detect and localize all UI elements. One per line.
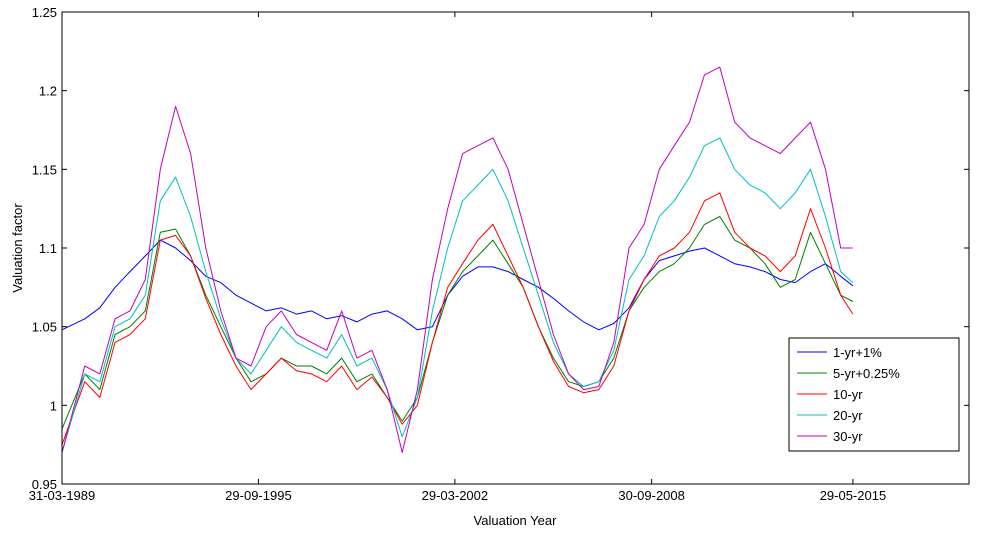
y-tick-label: 1 bbox=[50, 398, 57, 413]
x-tick-label: 30-09-2008 bbox=[618, 488, 685, 503]
x-tick-label: 31-03-1989 bbox=[29, 488, 96, 503]
y-axis: 0.95 1 1.05 1.1 1.15 1.2 1.25 bbox=[32, 5, 969, 492]
y-tick-label: 1.1 bbox=[39, 241, 57, 256]
series-line-4 bbox=[61, 66, 853, 453]
legend-entry: 1-yr+1% bbox=[833, 345, 882, 360]
series-line-3 bbox=[61, 137, 854, 453]
legend-entry: 10-yr bbox=[833, 387, 863, 402]
x-tick-label: 29-09-1995 bbox=[225, 488, 292, 503]
x-tick-label: 29-05-2015 bbox=[820, 488, 887, 503]
y-tick-label: 1.05 bbox=[32, 320, 57, 335]
series-layer bbox=[61, 66, 854, 453]
x-axis: 31-03-1989 29-09-1995 29-03-2002 30-09-2008… bbox=[29, 12, 886, 503]
legend-entry: 5-yr+0.25% bbox=[833, 366, 900, 381]
legend: 1-yr+1% 5-yr+0.25% 10-yr 20-yr 30-yr bbox=[788, 337, 960, 452]
x-axis-label: Valuation Year bbox=[474, 513, 558, 528]
y-tick-label: 0.95 bbox=[32, 477, 57, 492]
series-line-0 bbox=[61, 239, 854, 331]
legend-entry: 20-yr bbox=[833, 408, 863, 423]
y-tick-label: 1.15 bbox=[32, 162, 57, 177]
x-tick-label: 29-03-2002 bbox=[422, 488, 489, 503]
y-tick-label: 1.25 bbox=[32, 5, 57, 20]
y-tick-label: 1.2 bbox=[39, 84, 57, 99]
legend-entry: 30-yr bbox=[833, 429, 863, 444]
series-line-2 bbox=[61, 192, 854, 445]
series-line-1 bbox=[61, 216, 854, 430]
y-axis-label: Valuation factor bbox=[10, 203, 25, 293]
